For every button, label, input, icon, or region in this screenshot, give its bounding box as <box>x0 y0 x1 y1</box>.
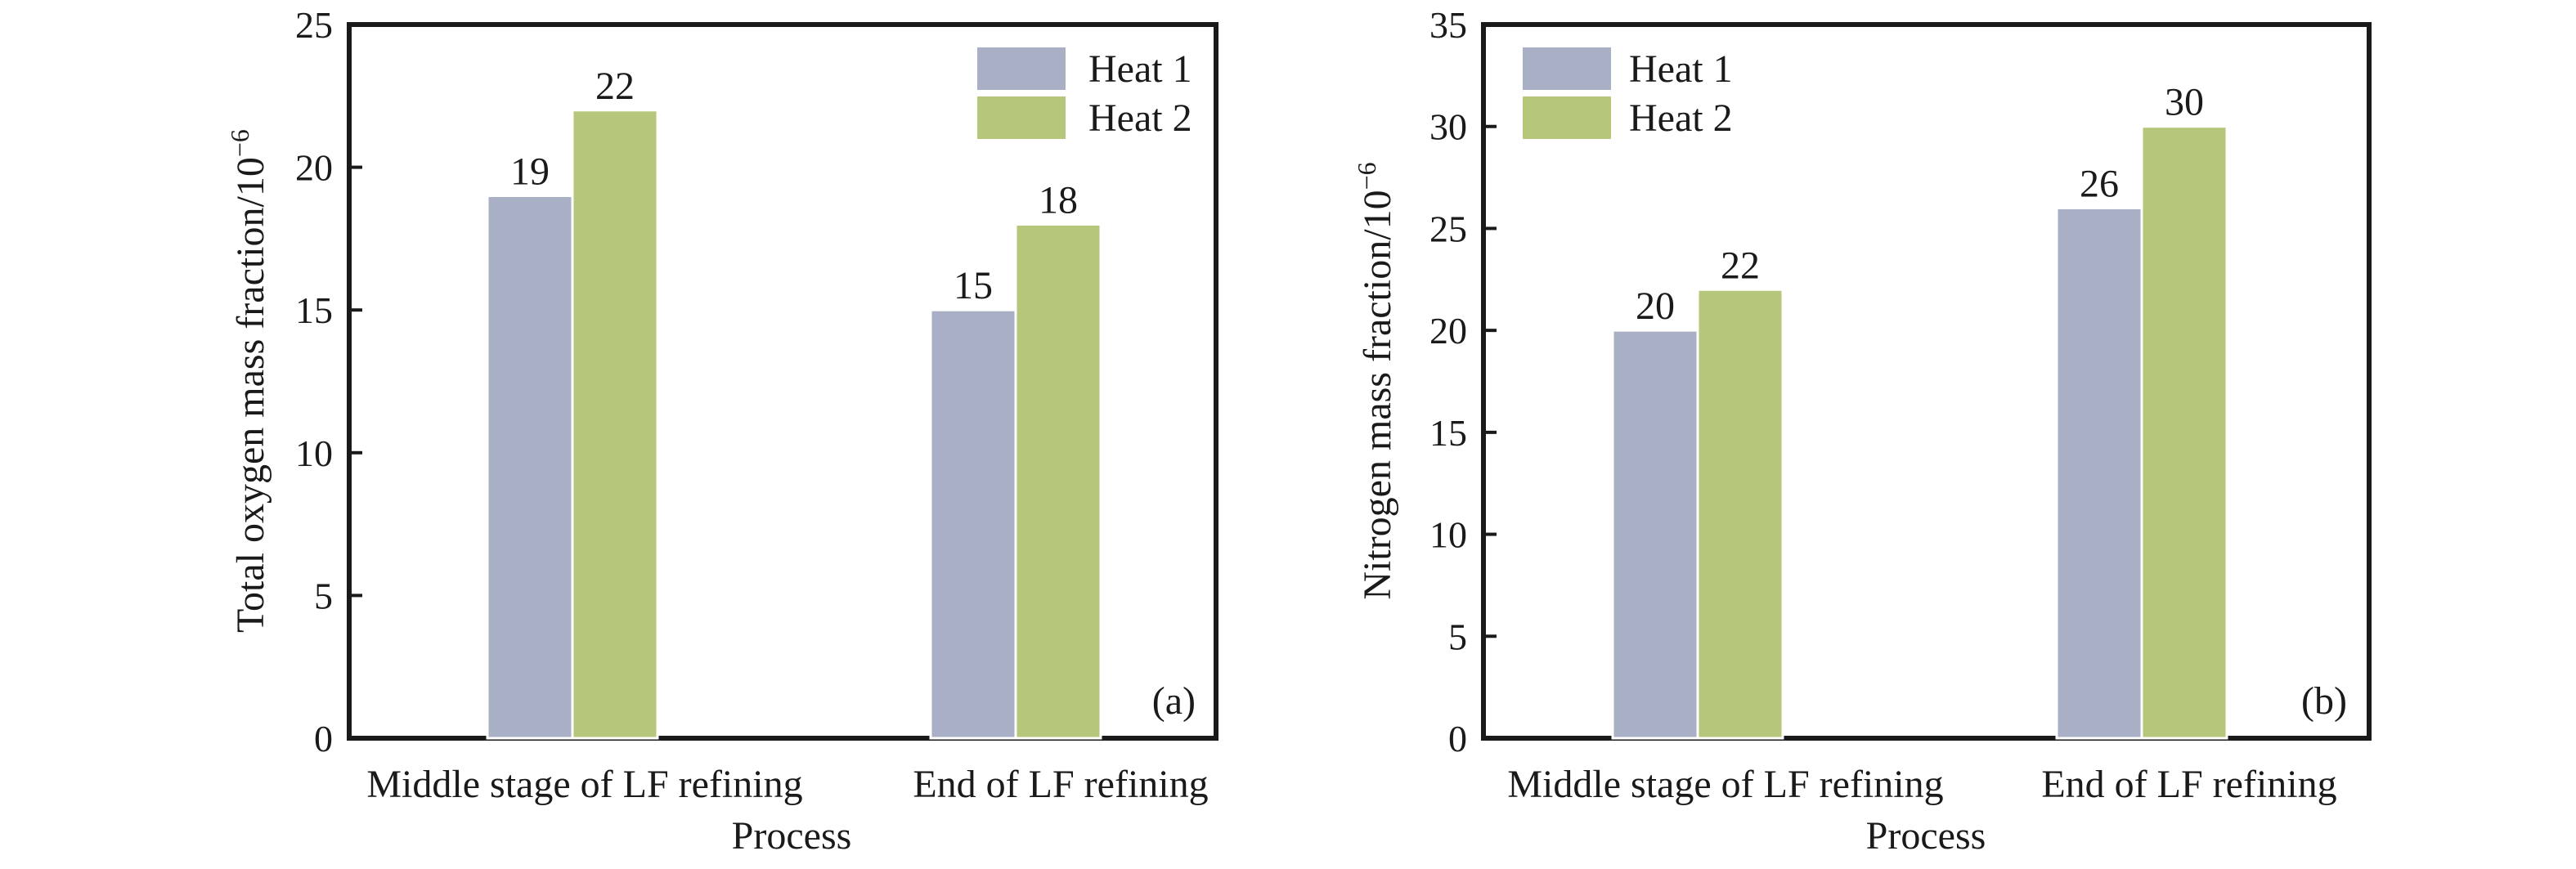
bar-heat-1-middle-stage <box>1611 329 1699 740</box>
bar-heat-2-end <box>2140 125 2228 740</box>
chart-panel-a: 0 5 10 15 20 25 19 15 22 18 Middle stage of LF ref… <box>225 4 1218 858</box>
data-label: 22 <box>1721 244 1760 287</box>
data-label: 22 <box>595 65 635 108</box>
plot-frame <box>1481 22 2372 741</box>
panel-label: (a) <box>1152 679 1196 723</box>
x-category-label: End of LF refining <box>913 763 1208 806</box>
x-axis-title: Process <box>732 814 852 858</box>
chart-panel-b: 0 5 10 15 20 25 30 35 20 26 22 30 Middle stage of LF… <box>1352 4 2372 858</box>
data-label: 20 <box>1636 284 1675 328</box>
legend-swatch <box>977 47 1066 90</box>
y-tick-label: 0 <box>1448 718 1467 759</box>
y-tick-label: 10 <box>295 432 333 474</box>
legend-swatch <box>1523 96 1611 139</box>
legend-swatch <box>1523 47 1611 90</box>
y-tick-label: 25 <box>295 4 333 46</box>
x-category-label: Middle stage of LF refining <box>366 763 802 806</box>
y-axis-title-text: Nitrogen mass fraction/10 <box>1356 190 1399 599</box>
data-label: 19 <box>510 150 550 194</box>
bar-heat-2-middle-stage <box>1696 288 1784 740</box>
legend-label: Heat 1 <box>1088 47 1192 91</box>
y-tick-label: 35 <box>1429 4 1467 46</box>
y-axis-title-exponent: −6 <box>225 129 254 157</box>
x-category-label: End of LF refining <box>2041 763 2336 806</box>
bar-heat-1-middle-stage <box>486 195 574 740</box>
bar-heat-1-end <box>929 308 1017 740</box>
y-tick-label: 20 <box>295 147 333 189</box>
y-tick-label: 25 <box>1429 208 1467 249</box>
y-tick-label: 5 <box>314 575 333 616</box>
data-label: 26 <box>2080 162 2119 205</box>
plot-frame <box>347 22 1218 741</box>
x-category-label: Middle stage of LF refining <box>1507 763 1943 806</box>
bar-heat-2-end <box>1014 222 1102 740</box>
y-axis-title-exponent: −6 <box>1352 162 1381 190</box>
y-tick-label: 30 <box>1429 106 1467 148</box>
bar-heat-2-middle-stage <box>571 109 659 740</box>
legend-swatch <box>977 96 1066 139</box>
y-axis-title: Total oxygen mass fraction/10−6 <box>225 129 272 633</box>
legend: Heat 1 Heat 2 <box>977 47 1192 140</box>
y-tick-label: 10 <box>1429 514 1467 556</box>
x-axis-title: Process <box>1866 814 1986 858</box>
bar-heat-1-end <box>2055 206 2143 740</box>
y-axis-title: Nitrogen mass fraction/10−6 <box>1352 162 1399 599</box>
data-label: 18 <box>1039 178 1078 222</box>
legend-label: Heat 2 <box>1629 96 1733 140</box>
panel-label: (b) <box>2301 679 2347 723</box>
legend: Heat 1 Heat 2 <box>1523 47 1733 140</box>
legend-label: Heat 1 <box>1629 47 1733 91</box>
legend-label: Heat 2 <box>1088 96 1192 140</box>
data-label: 15 <box>954 264 993 307</box>
y-tick-label: 15 <box>1429 412 1467 454</box>
y-tick-label: 5 <box>1448 616 1467 657</box>
y-tick-label: 15 <box>295 289 333 331</box>
y-tick-label: 20 <box>1429 310 1467 352</box>
data-label: 30 <box>2165 81 2204 124</box>
y-axis-title-text: Total oxygen mass fraction/10 <box>229 157 272 633</box>
y-tick-label: 0 <box>314 718 333 759</box>
